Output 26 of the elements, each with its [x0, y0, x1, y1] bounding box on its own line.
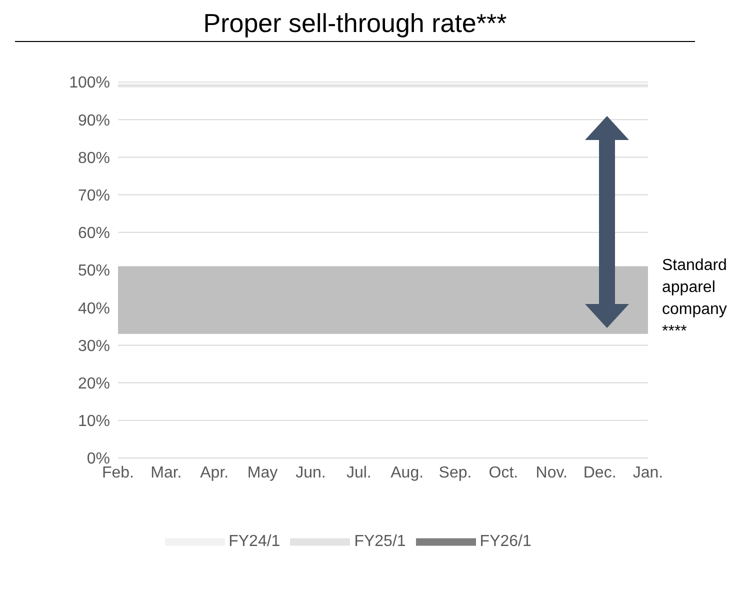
legend-label: FY26/1 — [480, 533, 532, 550]
chart-title: Proper sell-through rate*** — [15, 8, 695, 42]
x-tick-label: May — [247, 464, 278, 482]
legend-label: FY24/1 — [228, 533, 280, 550]
x-tick-label: Jun. — [296, 464, 326, 482]
x-tick-label: Oct. — [488, 464, 518, 482]
x-tick-label: Sep. — [438, 464, 472, 482]
y-tick-label: 100% — [69, 74, 110, 92]
y-tick-label: 30% — [78, 338, 110, 355]
x-tick-label: Apr. — [200, 464, 229, 482]
x-tick-label: Dec. — [583, 464, 616, 482]
y-tick-label: 50% — [78, 262, 110, 280]
y-tick-label: 20% — [78, 375, 110, 392]
y-tick-label: 10% — [78, 413, 110, 430]
x-tick-label: Nov. — [536, 464, 568, 482]
band-label: Standard apparel company **** — [662, 257, 727, 340]
y-tick-label: 40% — [78, 300, 110, 318]
y-tick-label: 60% — [78, 225, 110, 242]
y-tick-label: 70% — [78, 187, 110, 204]
x-tick-label: Aug. — [390, 464, 424, 482]
y-tick-label: 90% — [78, 112, 110, 130]
legend-label: FY25/1 — [354, 533, 406, 550]
x-tick-label: Jul. — [346, 464, 372, 482]
y-tick-label: 80% — [78, 150, 110, 167]
x-tick-label: Jan. — [632, 464, 664, 482]
x-tick-label: Mar. — [150, 464, 182, 482]
